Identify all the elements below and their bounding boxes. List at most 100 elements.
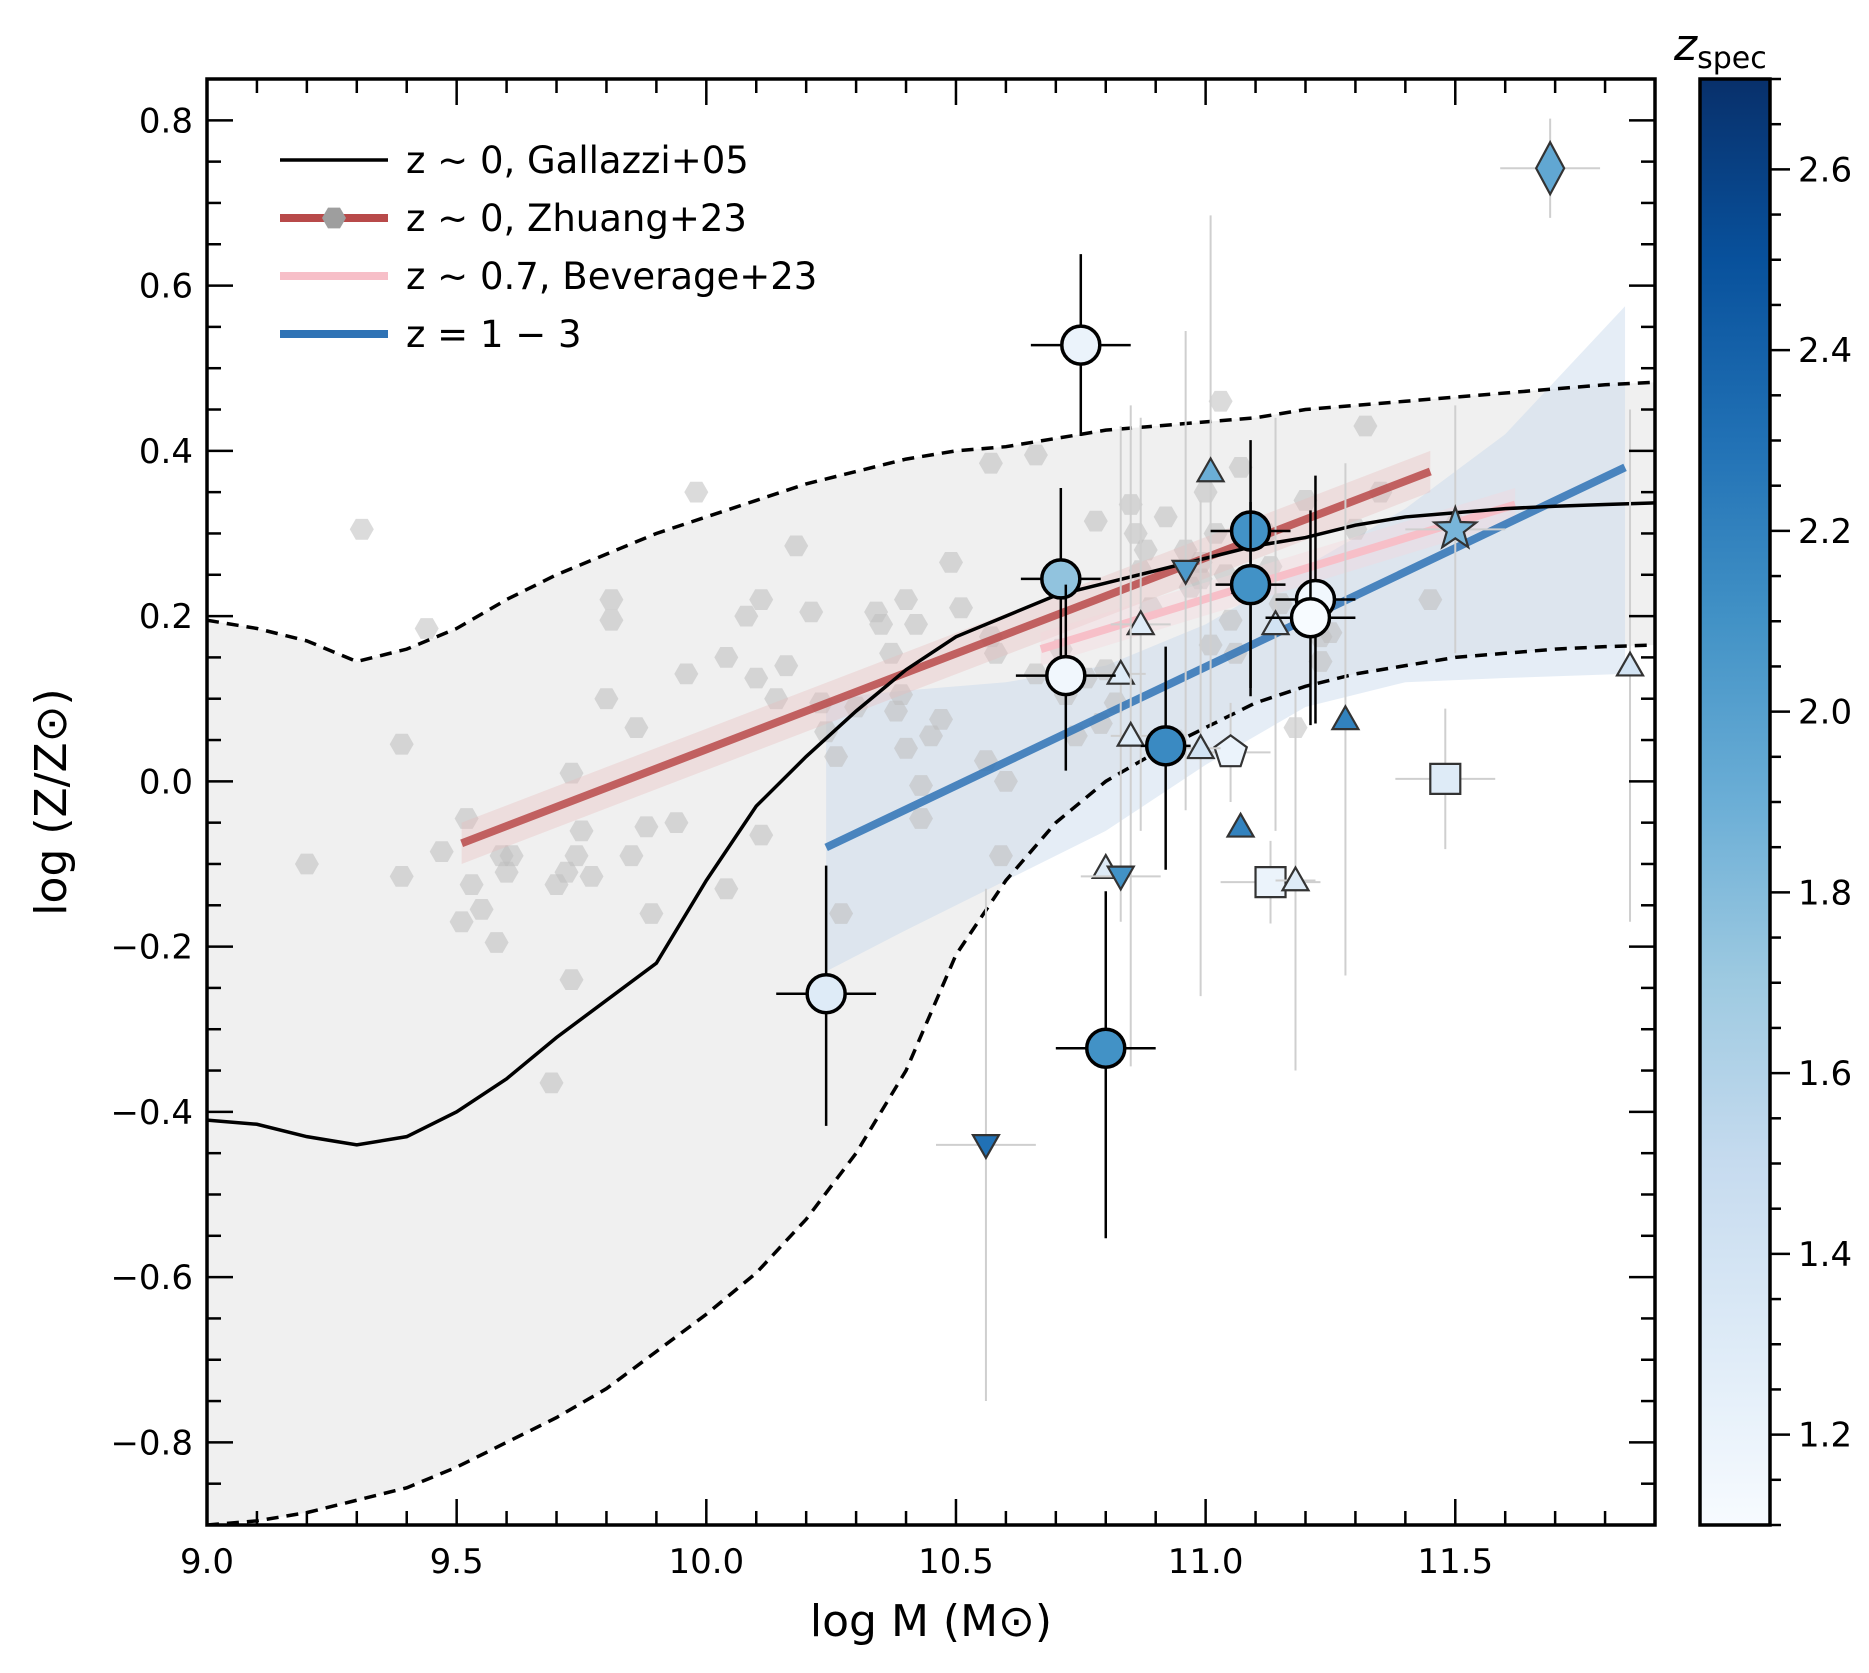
sample-point: [1060, 324, 1102, 366]
gallazzi-upper-line: [207, 380, 1655, 664]
literature-point: [389, 733, 414, 755]
literature-point: [978, 452, 1003, 474]
x-tick-label: 9.0: [180, 1542, 234, 1582]
y-axis-label: log (Z/Z⊙): [26, 688, 77, 915]
colorbar-tick-label: 1.6: [1798, 1054, 1852, 1094]
square-marker: [1254, 866, 1287, 899]
sample-point: [1144, 725, 1187, 767]
literature-point: [734, 605, 759, 627]
tri-down-marker: [1170, 559, 1201, 586]
literature-point: [664, 812, 689, 833]
literature-point: [619, 845, 644, 867]
literature-point: [684, 481, 709, 503]
literature-point: [829, 903, 854, 924]
x-tick-label: 11.0: [1168, 1542, 1244, 1582]
tri-up-marker: [1225, 811, 1256, 838]
literature-point: [599, 589, 624, 610]
literature-point: [744, 667, 769, 689]
literature-point: [559, 969, 584, 990]
literature-point: [1023, 663, 1048, 685]
literature-point: [579, 866, 604, 887]
fit-confidence-band: [826, 306, 1626, 972]
literature-point: [714, 878, 739, 900]
gallazzi-lower-line: [207, 643, 1655, 1525]
literature-point: [539, 1072, 564, 1094]
literature-point: [889, 684, 913, 705]
literature-point: [569, 820, 594, 842]
literature-point: [894, 589, 918, 610]
literature-point: [414, 618, 439, 639]
literature-point: [499, 845, 524, 867]
y-tick-label: 0.8: [139, 101, 193, 141]
literature-point: [484, 932, 509, 953]
literature-point: [1418, 589, 1443, 610]
literature-point: [799, 601, 824, 623]
y-tick-label: −0.6: [110, 1258, 193, 1298]
literature-point: [869, 614, 894, 635]
literature-point: [1218, 609, 1243, 631]
literature-point: [639, 903, 664, 924]
y-tick-label: 0.2: [139, 597, 193, 637]
literature-point: [939, 552, 963, 573]
y-tick-label: −0.2: [110, 928, 193, 968]
literature-point: [909, 775, 933, 796]
x-tick-label: 10.0: [668, 1542, 744, 1582]
literature-point: [1353, 415, 1378, 437]
literature-point: [599, 609, 624, 631]
tri-up-marker: [1115, 720, 1146, 747]
legend-label: z ~ 0.7, Beverage+23: [406, 255, 817, 298]
literature-point: [429, 841, 454, 862]
literature-point: [564, 845, 589, 867]
sample-point: [1289, 596, 1332, 639]
plot-frame: [205, 77, 1657, 1527]
tri-down-marker: [971, 1134, 1001, 1161]
literature-point: [554, 861, 579, 883]
literature-point: [1228, 457, 1253, 478]
literature-point: [988, 845, 1013, 867]
literature-point: [634, 816, 659, 838]
literature-point: [904, 614, 928, 635]
colorbar-tick-label: 2.2: [1798, 512, 1852, 552]
literature-point: [389, 866, 414, 887]
fit-line: [824, 463, 1627, 852]
colorbar: [1698, 77, 1772, 1527]
gallazzi-median-line: [207, 501, 1655, 1147]
literature-point: [749, 589, 774, 610]
tri-up-marker: [1615, 650, 1645, 677]
legend-marker: [322, 207, 346, 229]
x-tick-label: 9.5: [430, 1542, 484, 1582]
literature-point: [494, 861, 519, 883]
y-tick-label: 0.6: [139, 267, 193, 307]
colorbar-tick-label: 2.4: [1798, 331, 1852, 371]
y-tick-label: −0.8: [110, 1423, 193, 1463]
tri-up-marker: [1280, 865, 1311, 892]
literature-point: [749, 824, 774, 846]
literature-point: [624, 717, 649, 738]
x-axis-label: log M (M⊙): [810, 1596, 1052, 1647]
legend-label: z ~ 0, Zhuang+23: [406, 197, 747, 240]
literature-point: [784, 535, 809, 557]
sample-point: [1040, 558, 1082, 600]
square-marker: [1429, 762, 1462, 795]
star-marker: [1431, 504, 1480, 550]
pentagon-marker: [1213, 734, 1249, 768]
literature-point: [879, 642, 904, 664]
literature-point: [824, 746, 849, 767]
tri-down-marker: [1105, 865, 1136, 892]
y-tick-label: −0.4: [110, 1093, 193, 1133]
literature-point: [929, 709, 953, 730]
literature-point: [594, 688, 619, 710]
literature-point: [993, 771, 1018, 792]
colorbar-tick-label: 1.8: [1798, 873, 1852, 913]
legend-label: z ~ 0, Gallazzi+05: [406, 139, 749, 182]
literature-point: [294, 853, 319, 875]
x-tick-label: 10.5: [918, 1542, 994, 1582]
literature-point: [469, 899, 494, 920]
tri-up-marker: [1105, 658, 1136, 685]
literature-point: [894, 737, 918, 759]
literature-point: [1293, 490, 1318, 511]
colorbar-tick-label: 1.2: [1798, 1416, 1852, 1456]
diamond-marker: [1534, 139, 1566, 197]
colorbar-title: zspec: [1673, 20, 1767, 76]
